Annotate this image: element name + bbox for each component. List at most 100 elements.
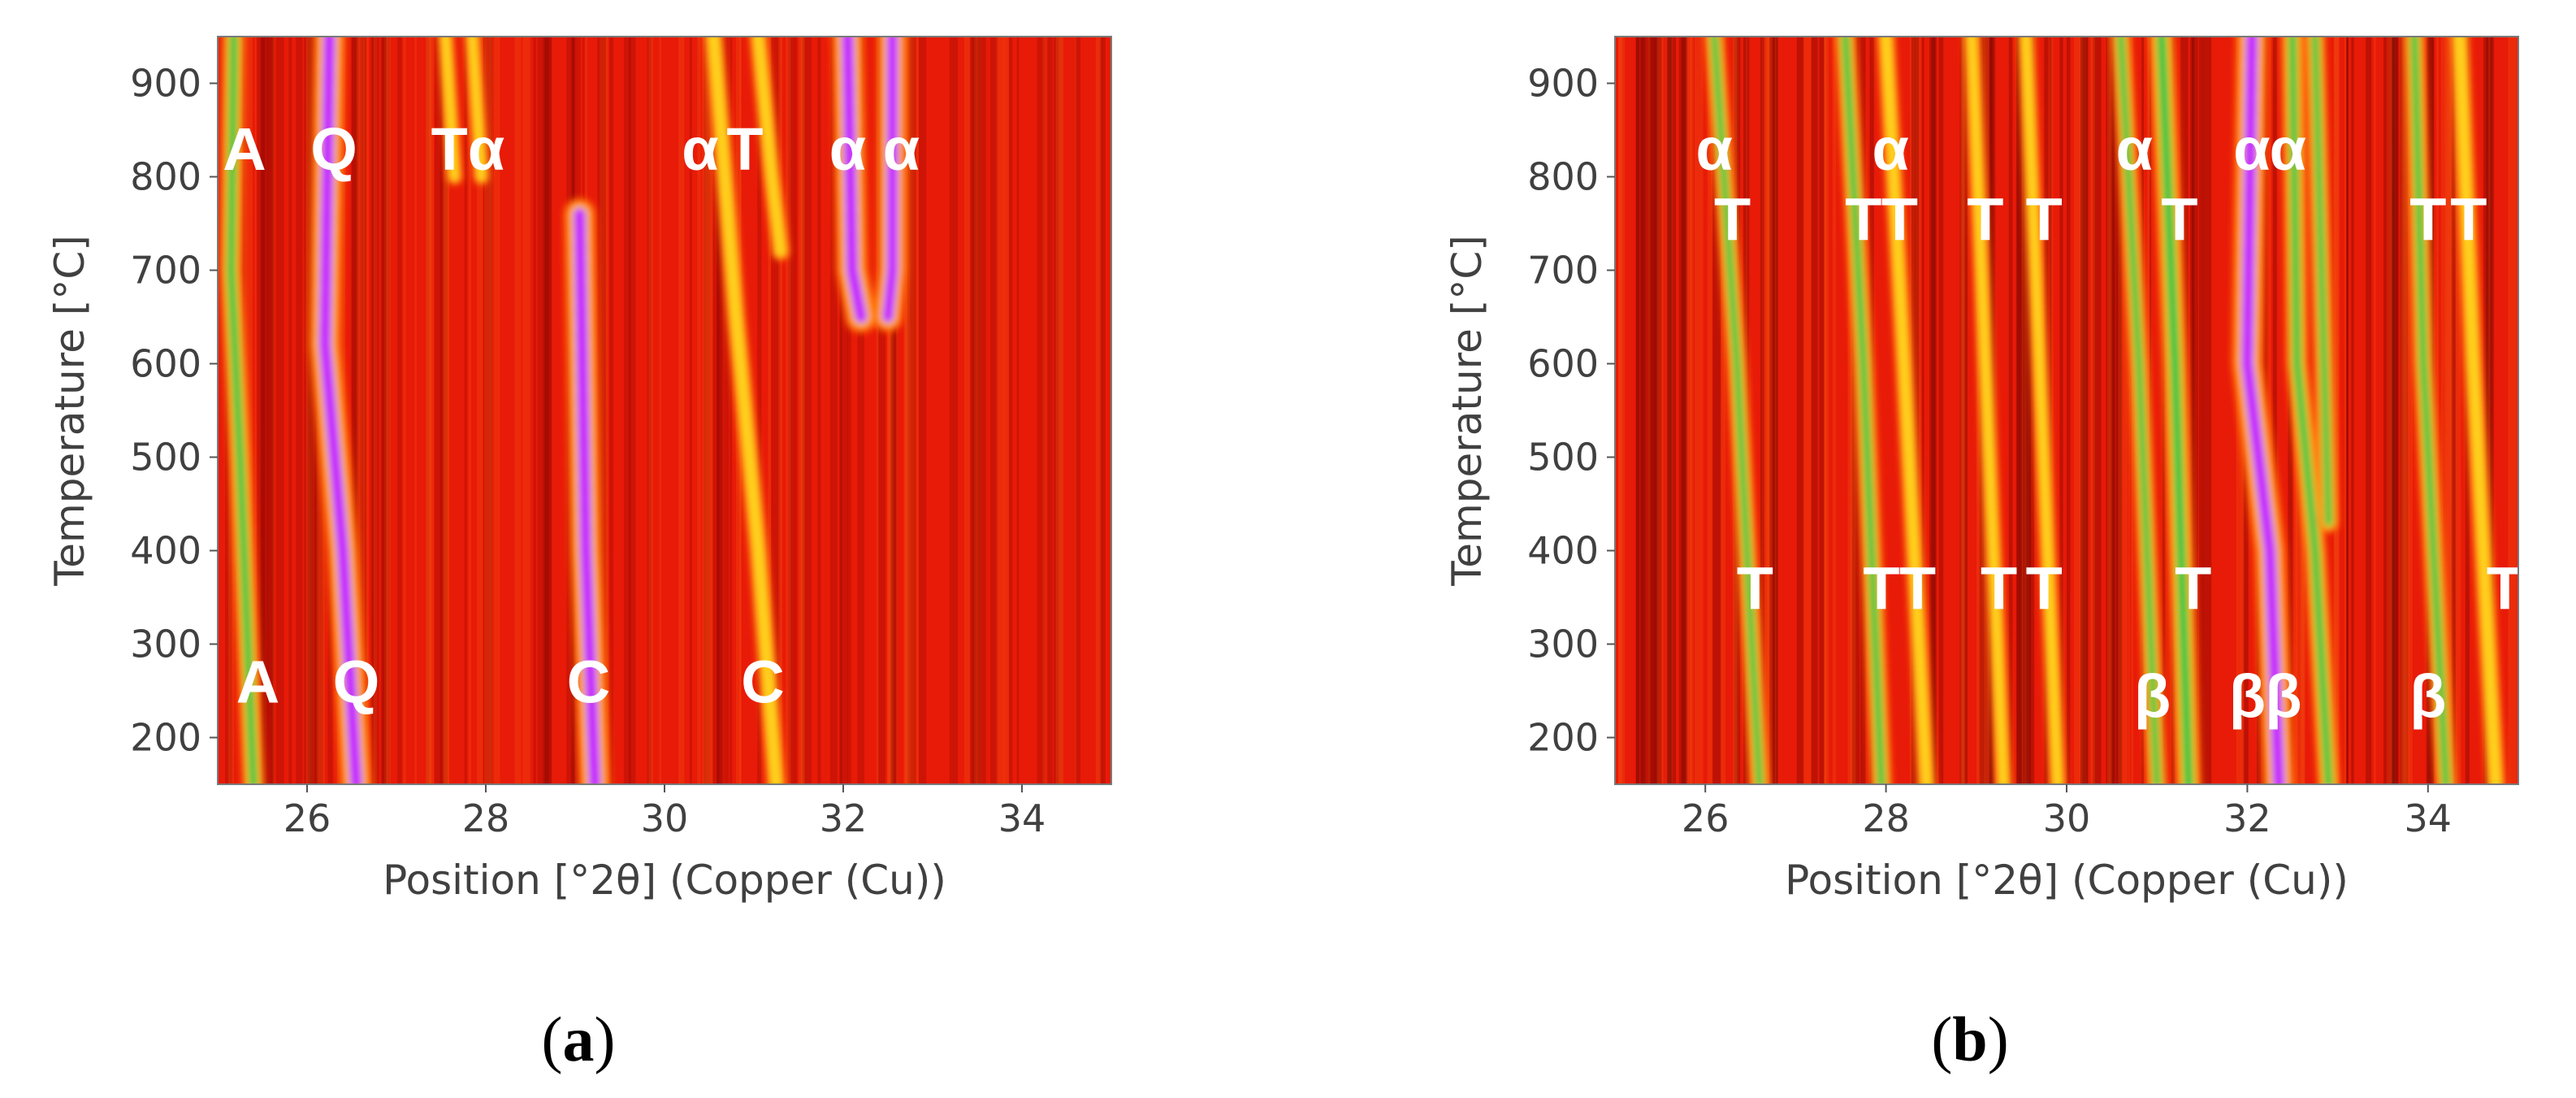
peak-label: T: [2026, 185, 2063, 253]
peak-label: T: [2450, 185, 2487, 253]
noise-streak: [1055, 37, 1064, 784]
noise-streak: [426, 37, 429, 784]
noise-streak: [2272, 37, 2277, 784]
noise-streak: [468, 37, 471, 784]
noise-streak: [477, 37, 483, 784]
noise-streak: [533, 37, 536, 784]
noise-streak: [659, 37, 661, 784]
noise-streak: [1850, 37, 1853, 784]
peak-label: α: [2233, 115, 2271, 183]
noise-streak: [2116, 37, 2121, 784]
y-axis-label-b: Temperature [°C]: [1444, 235, 1491, 587]
noise-streak: [717, 37, 724, 784]
axes-b: 26 28 30 32 34 200 300 400 500 600 700 800 900: [1527, 36, 2519, 840]
noise-streak: [890, 37, 897, 784]
noise-streak: [2346, 37, 2349, 784]
noise-streak: [705, 37, 713, 784]
y-axis-label-a: Temperature [°C]: [46, 235, 93, 587]
noise-streak: [1678, 37, 1686, 784]
noise-streak: [2106, 37, 2113, 784]
noise-streak: [2093, 37, 2102, 784]
peak-label: T: [1863, 555, 1899, 623]
noise-streak: [489, 37, 492, 784]
noise-streak: [522, 37, 530, 784]
x-tick-label: 28: [1862, 796, 1910, 840]
noise-streak: [1819, 37, 1825, 784]
noise-streak: [919, 37, 927, 784]
noise-streak: [973, 37, 981, 784]
peak-label: C: [741, 649, 784, 716]
noise-streak: [2015, 37, 2022, 784]
noise-streak: [2483, 37, 2489, 784]
y-tick-label: 500: [130, 436, 201, 480]
noise-streak: [876, 37, 879, 784]
noise-streak: [267, 37, 275, 784]
noise-streak: [600, 37, 608, 784]
peak-label: α: [682, 115, 719, 183]
noise-streak: [2487, 37, 2492, 784]
noise-streak: [891, 37, 898, 784]
noise-streak: [1915, 37, 1921, 784]
noise-streak: [489, 37, 493, 784]
noise-streak: [887, 37, 894, 784]
heatmap-background: [1615, 37, 2518, 784]
noise-streak: [970, 37, 976, 784]
noise-streak: [624, 37, 631, 784]
noise-streak: [543, 37, 552, 784]
noise-streak: [1766, 37, 1773, 784]
noise-streak: [1721, 37, 1726, 784]
peak-label: C: [567, 649, 610, 716]
noise-streak: [296, 37, 303, 784]
noise-streak: [275, 37, 284, 784]
noise-streak: [444, 37, 450, 784]
noise-streak: [2192, 37, 2199, 784]
noise-streak: [689, 37, 692, 784]
peak-label: T: [2175, 555, 2211, 623]
noise-streak: [386, 37, 391, 784]
noise-streak: [1771, 37, 1778, 784]
noise-streak: [1694, 37, 1704, 784]
noise-streak: [426, 37, 434, 784]
noise-streak: [2008, 37, 2013, 784]
noise-streak: [1681, 37, 1688, 784]
noise-streak: [2333, 37, 2339, 784]
peak-trace-9: [2288, 37, 2333, 784]
noise-streak: [963, 37, 970, 784]
noise-streak: [1690, 37, 1694, 784]
noise-streak: [1665, 37, 1673, 784]
noise-streak: [351, 37, 359, 784]
peak-label: T: [1845, 185, 1881, 253]
noise-streak: [2392, 37, 2399, 784]
noise-streak: [2090, 37, 2096, 784]
peak-label: T: [2161, 185, 2197, 253]
peak-trace-5: [2020, 37, 2063, 784]
peak-trace-3: [1880, 37, 1933, 784]
noise-streak: [366, 37, 370, 784]
noise-streak: [1635, 37, 1644, 784]
noise-streak: [514, 37, 522, 784]
noise-streak: [2074, 37, 2080, 784]
noise-streak: [1037, 37, 1046, 784]
noise-streak: [493, 37, 500, 784]
x-tick-label: 32: [820, 796, 868, 840]
noise-streak: [1047, 37, 1053, 784]
y-tick-label: 200: [130, 716, 201, 760]
noise-streak: [2387, 37, 2396, 784]
noise-streak: [2082, 37, 2088, 784]
noise-streak: [697, 37, 701, 784]
noise-streak: [1042, 37, 1046, 784]
y-tick-label: 600: [1527, 342, 1599, 386]
noise-streak: [310, 37, 317, 784]
peak-label: T: [2487, 555, 2523, 623]
noise-streak: [2401, 37, 2407, 784]
noise-streak: [2351, 37, 2354, 784]
noise-streak: [847, 37, 851, 784]
noise-streak: [678, 37, 685, 784]
noise-streak: [2268, 37, 2271, 784]
peak-trace-7: [2156, 37, 2194, 784]
noise-streak: [1008, 37, 1013, 784]
y-tick-label: 200: [1527, 716, 1599, 760]
noise-streak: [724, 37, 730, 784]
noise-streak: [794, 37, 798, 784]
